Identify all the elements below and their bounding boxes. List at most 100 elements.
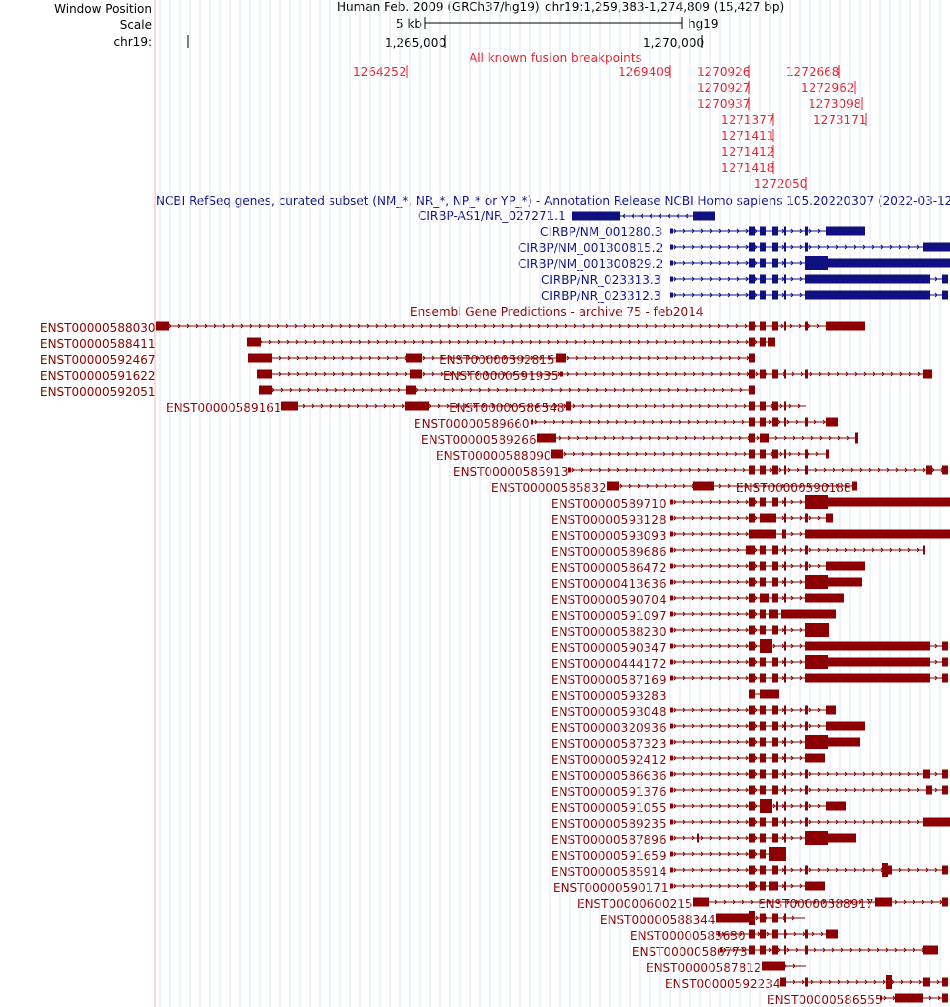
transcript-label[interactable]: ENST00000587323 [551,737,667,751]
transcript-label[interactable]: ENST00000586555 [767,993,883,1007]
transcript-label[interactable]: ENST00000589686 [551,545,667,559]
breakpoint-label[interactable]: 1271411 [721,129,775,143]
breakpoint-label[interactable]: 1272050 [754,177,808,191]
transcript-label[interactable]: ENST00000590188 [736,481,852,495]
strand-arrow [834,323,838,329]
transcript-label[interactable]: ENST00000586636 [551,769,667,783]
transcript-label[interactable]: ENST00000591055 [551,801,667,815]
transcript-label[interactable]: ENST00000592815 [439,353,555,367]
transcript-label[interactable]: ENST00000587812 [646,961,762,975]
transcript-label[interactable]: ENST00000586773 [632,945,748,959]
transcript-label[interactable]: ENST00000600215 [577,897,693,911]
transcript-label[interactable]: ENST00000591376 [551,785,667,799]
transcript-label[interactable]: ENST00000592051 [40,385,156,399]
transcript-label[interactable]: ENST00000590171 [553,881,669,895]
strand-arrow [825,323,829,329]
strand-arrow [700,771,704,777]
refseq-track-title[interactable]: NCBI RefSeq genes, curated subset (NM_*,… [156,194,950,208]
gene-label[interactable]: CIRBP/NM_001300815.2 [518,241,664,255]
transcript-label[interactable]: ENST00000591097 [551,609,667,623]
strand-arrow [729,435,733,441]
breakpoint-label[interactable]: 1271412 [721,145,775,159]
strand-arrow [889,260,893,266]
strand-arrow [636,323,640,329]
strand-arrow [702,435,706,441]
ensembl-track-title[interactable]: Ensembl Gene Predictions - archive 75 - … [410,305,704,319]
strand-arrow [853,563,857,569]
transcript-label[interactable]: ENST00000592467 [40,353,156,367]
transcript-label[interactable]: ENST00000585914 [551,865,667,879]
transcript-label[interactable]: ENST00000589266 [421,433,537,447]
transcript-label[interactable]: ENST00000589660 [414,417,530,431]
transcript-label[interactable]: ENST00000588411 [40,337,156,351]
transcript-label[interactable]: ENST00000413636 [551,577,667,591]
transcript-label[interactable]: ENST00000588230 [551,625,667,639]
transcript-label[interactable]: ENST00000593093 [551,529,667,543]
transcript-label[interactable]: ENST00000586472 [551,561,667,575]
transcript-label[interactable]: ENST00000590347 [551,641,667,655]
transcript-label[interactable]: ENST00000585630 [630,929,746,943]
breakpoint-label[interactable]: 1264252 [353,65,407,79]
transcript-label[interactable]: ENST00000592234 [665,977,781,991]
exon-block [670,771,673,777]
strand-arrow [799,771,803,777]
strand-arrow [885,899,889,905]
transcript-label[interactable]: ENST00000589710 [551,497,667,511]
gene-label[interactable]: CIRBP/NM_001300829.2 [518,257,664,271]
gene-label[interactable]: CIRBP/NR_023312.3 [541,289,662,303]
transcript-label[interactable]: ENST00000593128 [551,513,667,527]
transcript-label[interactable]: ENST00000593048 [551,705,667,719]
gene-label[interactable]: CIRBP-AS1/NR_027271.1 [418,209,566,223]
strand-arrow [727,867,731,873]
breakpoint-label[interactable]: 1270937 [697,97,751,111]
transcript-label[interactable]: ENST00000591659 [551,849,667,863]
breakpoint-label[interactable]: 1270926 [697,65,751,79]
transcript-label[interactable]: ENST00000591935 [443,369,559,383]
transcript-label[interactable]: ENST00000587169 [551,673,667,687]
strand-arrow [660,419,664,425]
transcript-label[interactable]: ENST00000592412 [551,753,667,767]
breakpoint-label[interactable]: 1269409 [618,65,672,79]
fusion-track-title[interactable]: All known fusion breakpoints [469,51,642,65]
strand-arrow [754,595,758,601]
strand-arrow [564,323,568,329]
breakpoint-label[interactable]: 1272962 [801,81,855,95]
transcript-label[interactable]: ENST00000588090 [436,449,552,463]
exon-block [772,226,778,236]
exon-block [942,865,948,875]
transcript-label[interactable]: ENST00000585832 [491,481,607,495]
gene-label[interactable]: CIRBP/NR_023313.3 [541,273,662,287]
transcript-label[interactable]: ENST00000588917 [758,897,874,911]
transcript-label[interactable]: ENST00000588030 [40,321,156,335]
transcript-label[interactable]: ENST00000588344 [600,913,716,927]
gene-label[interactable]: CIRBP/NM_001280.3 [540,225,663,239]
strand-arrow [691,292,695,298]
strand-arrow [751,467,755,473]
breakpoint-label[interactable]: 1272668 [786,65,840,79]
strand-arrow [835,643,839,649]
breakpoint-label[interactable]: 1271418 [721,161,775,175]
transcript-label[interactable]: ENST00000585913 [453,465,569,479]
transcript-label[interactable]: ENST00000587896 [551,833,667,847]
transcript-label[interactable]: ENST00000444172 [551,657,667,671]
transcript-label[interactable]: ENST00000586548 [449,401,565,415]
strand-arrow [727,675,731,681]
breakpoint-label[interactable]: 1273098 [808,97,862,111]
strand-arrow [628,339,632,345]
breakpoint-label[interactable]: 1273171 [813,113,867,127]
transcript-label[interactable]: ENST00000320936 [551,721,667,735]
exon-block [405,401,429,411]
exon-block [805,545,808,555]
transcript-label[interactable]: ENST00000593283 [551,689,667,703]
exon-block [749,353,755,363]
transcript-label[interactable]: ENST00000590704 [551,593,667,607]
strand-arrow [608,403,612,409]
transcript-label[interactable]: ENST00000591622 [40,369,156,383]
exon-block [772,625,778,635]
exon-block [780,977,786,987]
strand-arrow [889,643,893,649]
transcript-label[interactable]: ENST00000589235 [551,817,667,831]
transcript-label[interactable]: ENST00000589161 [166,401,282,415]
breakpoint-label[interactable]: 1270927 [697,81,751,95]
breakpoint-label[interactable]: 1271377 [721,113,775,127]
